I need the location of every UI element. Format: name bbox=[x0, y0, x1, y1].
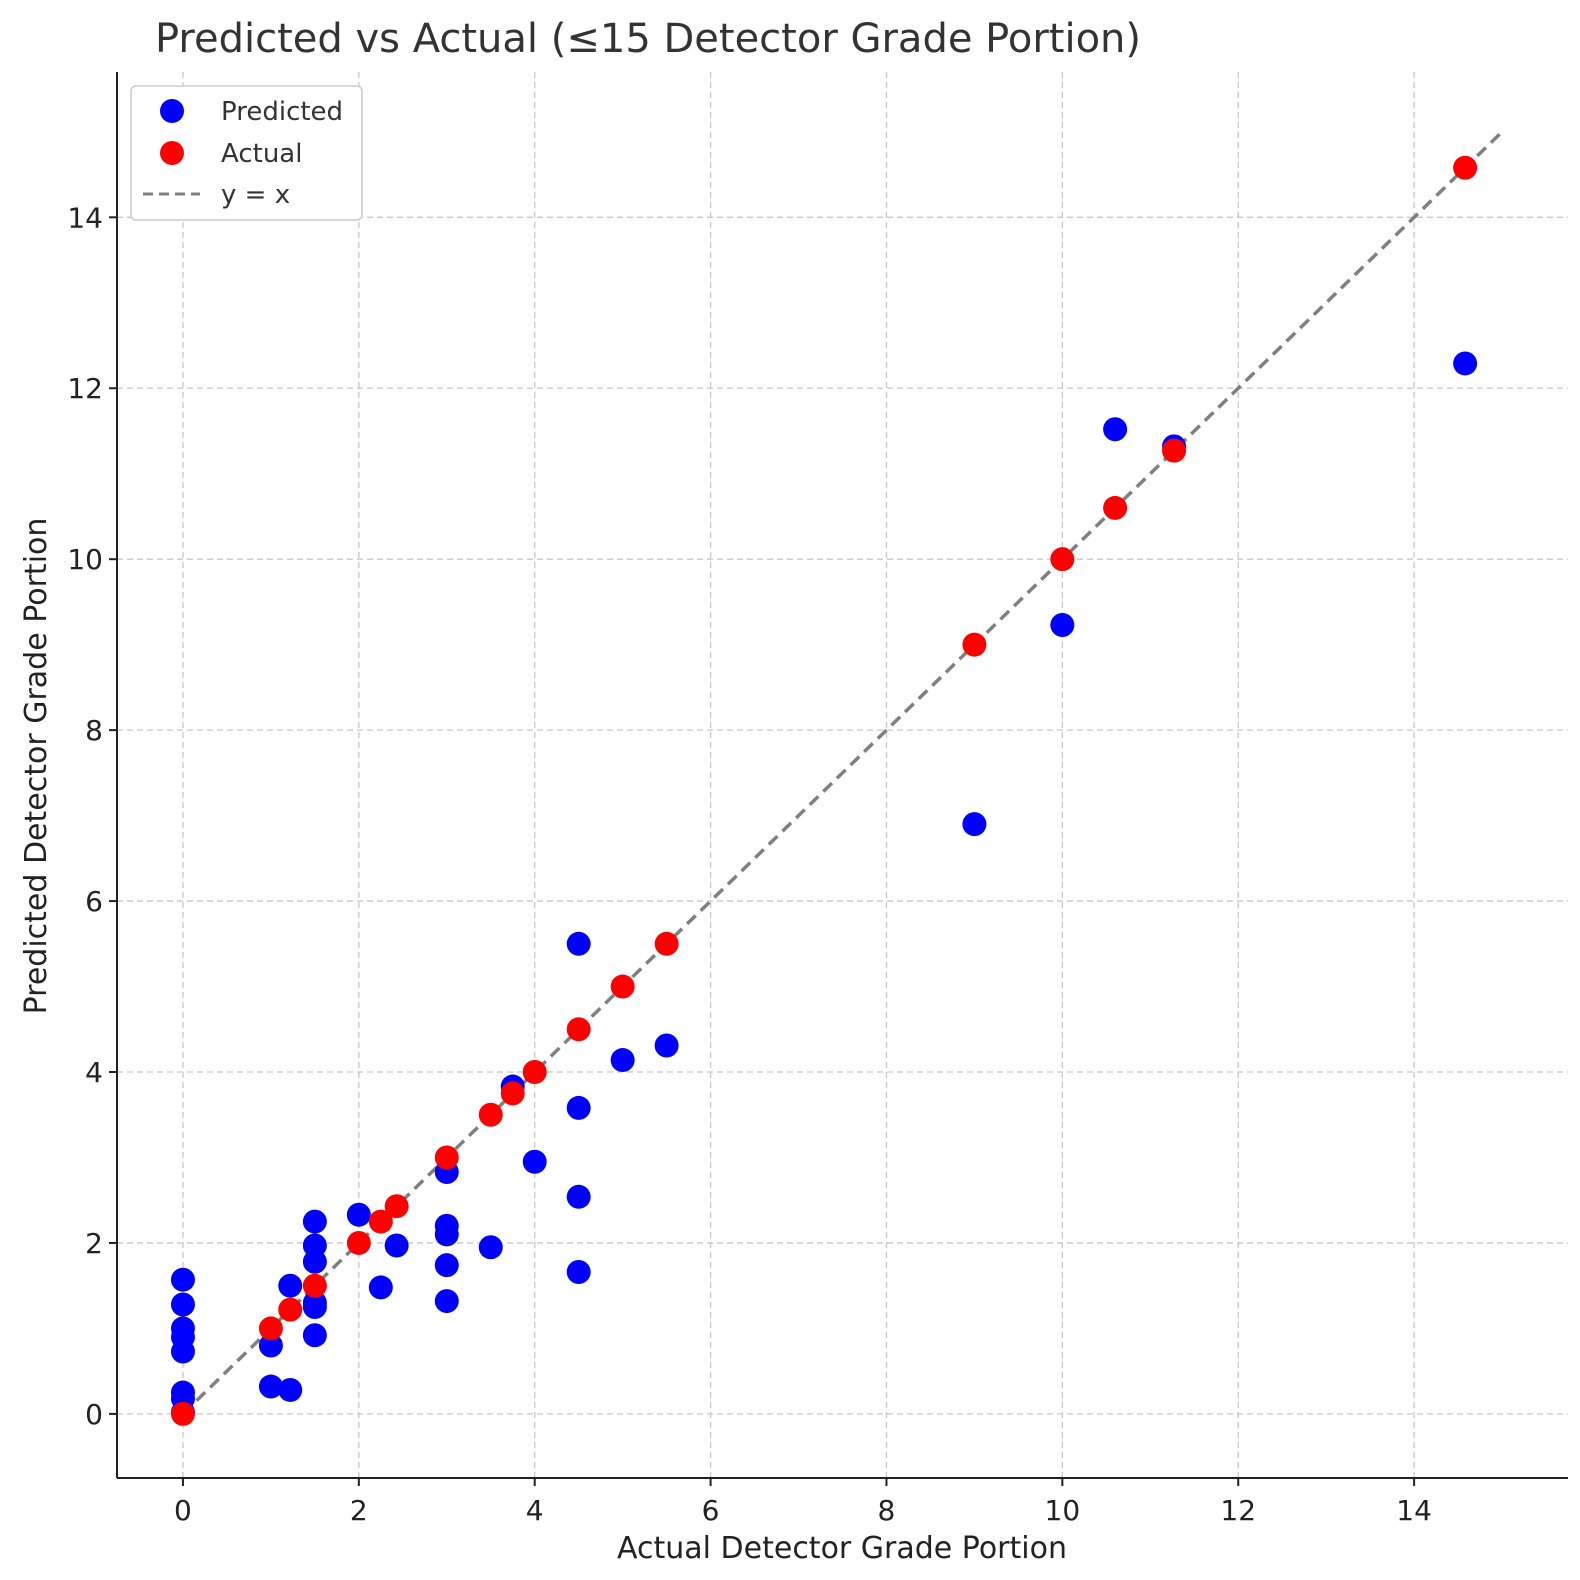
point-predicted bbox=[170, 1339, 195, 1364]
point-predicted bbox=[170, 1267, 195, 1292]
x-tick-label: 10 bbox=[1045, 1494, 1081, 1527]
point-actual bbox=[384, 1194, 409, 1219]
point-actual bbox=[522, 1060, 547, 1085]
point-predicted bbox=[258, 1333, 283, 1358]
point-predicted bbox=[1050, 612, 1075, 637]
y-tick-label: 10 bbox=[67, 543, 103, 576]
point-predicted bbox=[566, 931, 591, 956]
point-predicted bbox=[278, 1273, 303, 1298]
legend-box bbox=[130, 85, 363, 221]
y-tick-label: 14 bbox=[67, 201, 103, 234]
legend-label-reference-line: y = x bbox=[221, 180, 290, 210]
legend-label-predicted: Predicted bbox=[221, 97, 343, 127]
x-tick-label: 0 bbox=[174, 1494, 192, 1527]
point-predicted bbox=[654, 1033, 679, 1058]
point-actual bbox=[566, 1017, 591, 1042]
y-tick-label: 4 bbox=[85, 1056, 103, 1089]
point-actual bbox=[1103, 495, 1128, 520]
point-actual bbox=[278, 1297, 303, 1322]
point-predicted bbox=[566, 1095, 591, 1120]
x-tick-label: 4 bbox=[526, 1494, 544, 1527]
x-tick-label: 12 bbox=[1220, 1494, 1256, 1527]
y-tick-label: 2 bbox=[85, 1227, 103, 1260]
legend-marker-predicted bbox=[160, 99, 184, 123]
point-predicted bbox=[434, 1222, 459, 1247]
point-predicted bbox=[434, 1289, 459, 1314]
point-actual bbox=[170, 1401, 195, 1426]
point-predicted bbox=[384, 1233, 409, 1258]
point-predicted bbox=[434, 1253, 459, 1278]
point-predicted bbox=[610, 1048, 635, 1073]
point-predicted bbox=[566, 1260, 591, 1285]
point-predicted bbox=[278, 1377, 303, 1402]
y-tick-label: 6 bbox=[85, 885, 103, 918]
point-actual bbox=[258, 1316, 283, 1341]
point-predicted bbox=[522, 1149, 547, 1174]
point-predicted bbox=[302, 1295, 327, 1320]
x-tick-label: 14 bbox=[1396, 1494, 1432, 1527]
legend: Predicted Actual y = x bbox=[130, 85, 363, 221]
point-predicted bbox=[368, 1275, 393, 1300]
legend-label-actual: Actual bbox=[221, 139, 302, 169]
y-tick-label: 0 bbox=[85, 1398, 103, 1431]
point-actual bbox=[654, 931, 679, 956]
x-tick-label: 6 bbox=[702, 1494, 720, 1527]
point-actual bbox=[434, 1145, 459, 1170]
point-actual bbox=[1162, 438, 1187, 463]
point-actual bbox=[1050, 547, 1075, 572]
y-axis-label: Predicted Detector Grade Portion bbox=[19, 518, 54, 1015]
point-predicted bbox=[302, 1323, 327, 1348]
y-tick-label: 8 bbox=[85, 714, 103, 747]
y-tick-label: 12 bbox=[67, 372, 103, 405]
point-predicted bbox=[258, 1374, 283, 1399]
point-actual bbox=[346, 1230, 371, 1255]
x-axis-label: Actual Detector Grade Portion bbox=[617, 1531, 1067, 1566]
point-predicted bbox=[478, 1235, 503, 1260]
ticks-layer: 0 2 4 6 8 10 12 14 0 2 4 6 8 10 12 14 bbox=[67, 201, 1432, 1527]
points-layer bbox=[170, 155, 1478, 1426]
point-actual bbox=[302, 1273, 327, 1298]
point-predicted bbox=[346, 1202, 371, 1227]
point-actual bbox=[962, 632, 987, 657]
point-predicted bbox=[302, 1209, 327, 1234]
point-actual bbox=[478, 1102, 503, 1127]
point-actual bbox=[368, 1209, 393, 1234]
legend-marker-actual bbox=[160, 141, 184, 165]
point-actual bbox=[1453, 155, 1478, 180]
point-predicted bbox=[566, 1184, 591, 1209]
point-actual bbox=[610, 974, 635, 999]
point-predicted bbox=[170, 1292, 195, 1317]
x-tick-label: 8 bbox=[878, 1494, 896, 1527]
point-actual bbox=[500, 1081, 525, 1106]
point-predicted bbox=[1453, 351, 1478, 376]
chart-title: Predicted vs Actual (≤15 Detector Grade … bbox=[155, 16, 1141, 62]
point-predicted bbox=[962, 812, 987, 837]
point-predicted bbox=[302, 1249, 327, 1274]
x-tick-label: 2 bbox=[350, 1494, 368, 1527]
point-predicted bbox=[1103, 417, 1128, 442]
